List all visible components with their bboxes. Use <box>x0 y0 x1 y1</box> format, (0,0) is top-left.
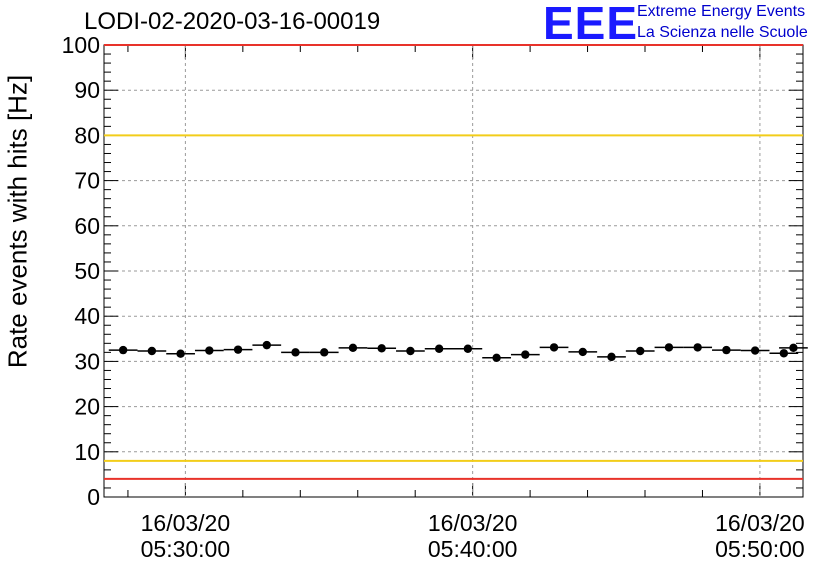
data-point <box>233 345 243 354</box>
chart-title: LODI-02-2020-03-16-00019 <box>84 8 381 35</box>
y-tick-label: 40 <box>74 303 100 329</box>
data-point <box>434 344 444 353</box>
x-tick-label-time: 05:40:00 <box>428 536 518 562</box>
y-tick-label: 30 <box>74 348 100 374</box>
y-tick-label: 0 <box>87 484 100 510</box>
data-point <box>607 352 616 362</box>
x-tick-label-date: 16/03/20 <box>141 510 231 536</box>
data-point <box>779 349 789 358</box>
data-point <box>578 347 587 357</box>
data-point <box>750 346 760 355</box>
data-point <box>693 343 702 352</box>
data-point <box>176 349 185 358</box>
y-tick-label: 60 <box>74 213 100 239</box>
data-point <box>377 344 386 353</box>
data-point <box>636 346 645 356</box>
x-tick-label-date: 16/03/20 <box>715 510 805 536</box>
x-tick-label-date: 16/03/20 <box>428 510 518 536</box>
data-point <box>789 343 798 353</box>
data-point <box>722 345 731 355</box>
logo-line-2: La Scienza nelle Scuole <box>637 24 808 41</box>
y-tick-label: 10 <box>74 439 100 465</box>
x-tick-label-time: 05:50:00 <box>715 536 805 562</box>
data-point <box>205 346 214 355</box>
data-point <box>463 344 473 353</box>
data-point <box>664 343 674 352</box>
data-point <box>492 353 501 362</box>
y-tick-label: 90 <box>74 77 100 103</box>
data-point <box>406 346 415 356</box>
data-point <box>291 348 300 357</box>
data-point <box>147 346 157 356</box>
data-point <box>320 348 329 357</box>
logo-line-1: Extreme Energy Events <box>637 3 806 20</box>
y-tick-label: 20 <box>74 394 100 420</box>
data-point <box>118 345 128 355</box>
data-point <box>549 343 559 352</box>
data-point <box>262 340 271 350</box>
data-point <box>521 350 530 359</box>
y-tick-label: 100 <box>62 32 100 58</box>
eee-logo: EEE <box>543 0 639 49</box>
y-tick-label: 80 <box>74 122 100 148</box>
y-tick-label: 70 <box>74 168 100 194</box>
data-point <box>348 343 358 353</box>
y-tick-label: 50 <box>74 258 100 284</box>
x-tick-label-time: 05:30:00 <box>141 536 231 562</box>
